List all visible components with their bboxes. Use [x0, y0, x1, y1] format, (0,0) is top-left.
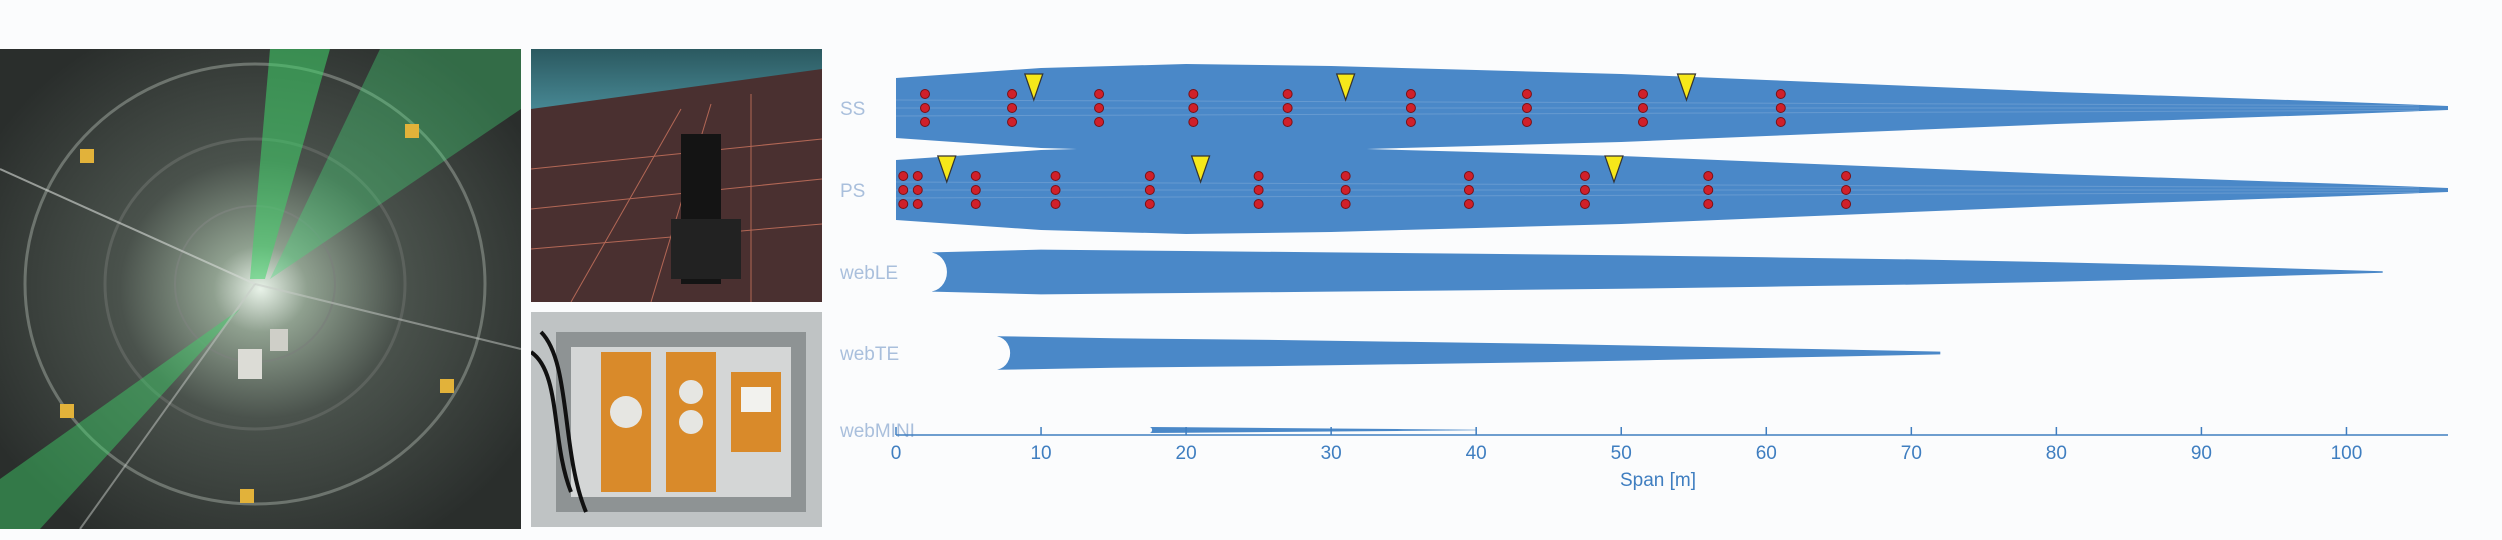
x-tick-label: 70	[1901, 443, 1922, 464]
sensor-dot	[1405, 117, 1416, 127]
sensor-dot	[1521, 117, 1532, 127]
sensor-dot	[1775, 103, 1786, 113]
sensor-dot	[1521, 103, 1532, 113]
sensor-dot	[1282, 117, 1293, 127]
blade-gridline	[895, 181, 2419, 189]
sensor-dot	[920, 117, 931, 127]
cone-marker	[1335, 73, 1356, 102]
sensor-dot	[912, 185, 923, 195]
sensor-dot	[1405, 103, 1416, 113]
sensor-dot	[1188, 89, 1199, 99]
sensor-dot	[1188, 117, 1199, 127]
sensor-dot	[1463, 171, 1474, 181]
x-tick-label: 80	[2046, 443, 2067, 464]
x-tick-label: 10	[1030, 443, 1051, 464]
sensor-dot	[912, 171, 923, 181]
series-label-SS: SS	[840, 99, 865, 120]
x-axis-label: Span [m]	[1620, 470, 1697, 491]
sensor-dot	[1521, 89, 1532, 99]
sensor-dot	[1579, 185, 1590, 195]
blade-shape-webLE	[932, 249, 2383, 295]
sensor-dot	[1637, 103, 1648, 113]
x-tick-label: 90	[2191, 443, 2212, 464]
sensor-dot	[1775, 89, 1786, 99]
series-label-webLE: webLE	[840, 263, 898, 284]
root-cutout-webTE	[979, 336, 1011, 370]
x-tick-label: 30	[1321, 443, 1342, 464]
sensor-dot	[1703, 185, 1714, 195]
sensor-dot	[1253, 171, 1264, 181]
sensor-dot	[1405, 89, 1416, 99]
sensor-dot	[1463, 199, 1474, 209]
sensor-dot	[920, 103, 931, 113]
sensor-dot	[898, 199, 909, 209]
blade-gridline	[895, 109, 2419, 117]
blade-shell-sensor-photo	[531, 49, 822, 302]
sensor-dot	[1637, 117, 1648, 127]
sensor-dot	[1340, 185, 1351, 195]
sensor-dot	[1188, 103, 1199, 113]
sensor-dot	[1841, 185, 1852, 195]
sensor-dot	[970, 199, 981, 209]
root-cutout-webMINI	[1146, 427, 1153, 433]
sensor-dot	[1579, 171, 1590, 181]
x-tick-label: 0	[891, 443, 902, 464]
series-label-webTE: webTE	[840, 344, 899, 365]
sensor-dot	[1703, 199, 1714, 209]
x-tick-label: 40	[1466, 443, 1487, 464]
cone-marker	[1676, 73, 1697, 102]
blade-gridline	[895, 191, 2419, 199]
sensor-dot	[920, 89, 931, 99]
sensor-dot	[912, 199, 923, 209]
sensor-dot	[1703, 171, 1714, 181]
sensor-dot	[1007, 103, 1018, 113]
blade-shape-webTE	[997, 336, 1941, 370]
x-tick-label: 60	[1756, 443, 1777, 464]
sensor-dot	[1050, 171, 1061, 181]
sensor-dot	[1094, 103, 1105, 113]
sensor-dot	[1841, 199, 1852, 209]
sensor-dot	[1144, 171, 1155, 181]
sensor-dot	[1253, 199, 1264, 209]
sensor-dot	[1144, 199, 1155, 209]
sensor-dot	[1253, 185, 1264, 195]
sensor-dot	[1340, 199, 1351, 209]
sensor-dot	[1282, 103, 1293, 113]
sensor-dot	[898, 185, 909, 195]
sensor-dot	[1579, 199, 1590, 209]
sensor-dot	[1775, 117, 1786, 127]
sensor-dot	[1094, 117, 1105, 127]
sensor-dot	[1637, 89, 1648, 99]
x-tick-label: 50	[1611, 443, 1632, 464]
sensor-dot	[1144, 185, 1155, 195]
sensor-dot	[1007, 117, 1018, 127]
sensor-dot	[1841, 171, 1852, 181]
blade-interior-tunnel-photo	[0, 49, 521, 529]
cone-marker	[1023, 73, 1044, 102]
cone-marker	[936, 155, 957, 184]
x-tick-label: 100	[2331, 443, 2363, 464]
junction-box-photo	[531, 312, 822, 527]
sensor-dot	[1340, 171, 1351, 181]
cone-marker	[1604, 155, 1624, 184]
root-cutout-webLE	[911, 252, 947, 292]
sensor-dot	[1050, 199, 1061, 209]
blade-shape-webMINI	[1149, 427, 1477, 433]
sensor-dot	[1050, 185, 1061, 195]
sensor-dot	[1463, 185, 1474, 195]
sensor-dot	[1282, 89, 1293, 99]
sensor-dot	[970, 171, 981, 181]
x-tick-label: 20	[1176, 443, 1197, 464]
sensor-dot	[1094, 89, 1105, 99]
sensor-dot	[1007, 89, 1018, 99]
sensor-dot	[898, 171, 909, 181]
series-label-webMINI: webMINI	[840, 421, 915, 442]
blade-gridline	[895, 99, 2419, 107]
series-label-PS: PS	[840, 181, 865, 202]
sensor-dot	[970, 185, 981, 195]
cone-marker	[1190, 155, 1211, 184]
